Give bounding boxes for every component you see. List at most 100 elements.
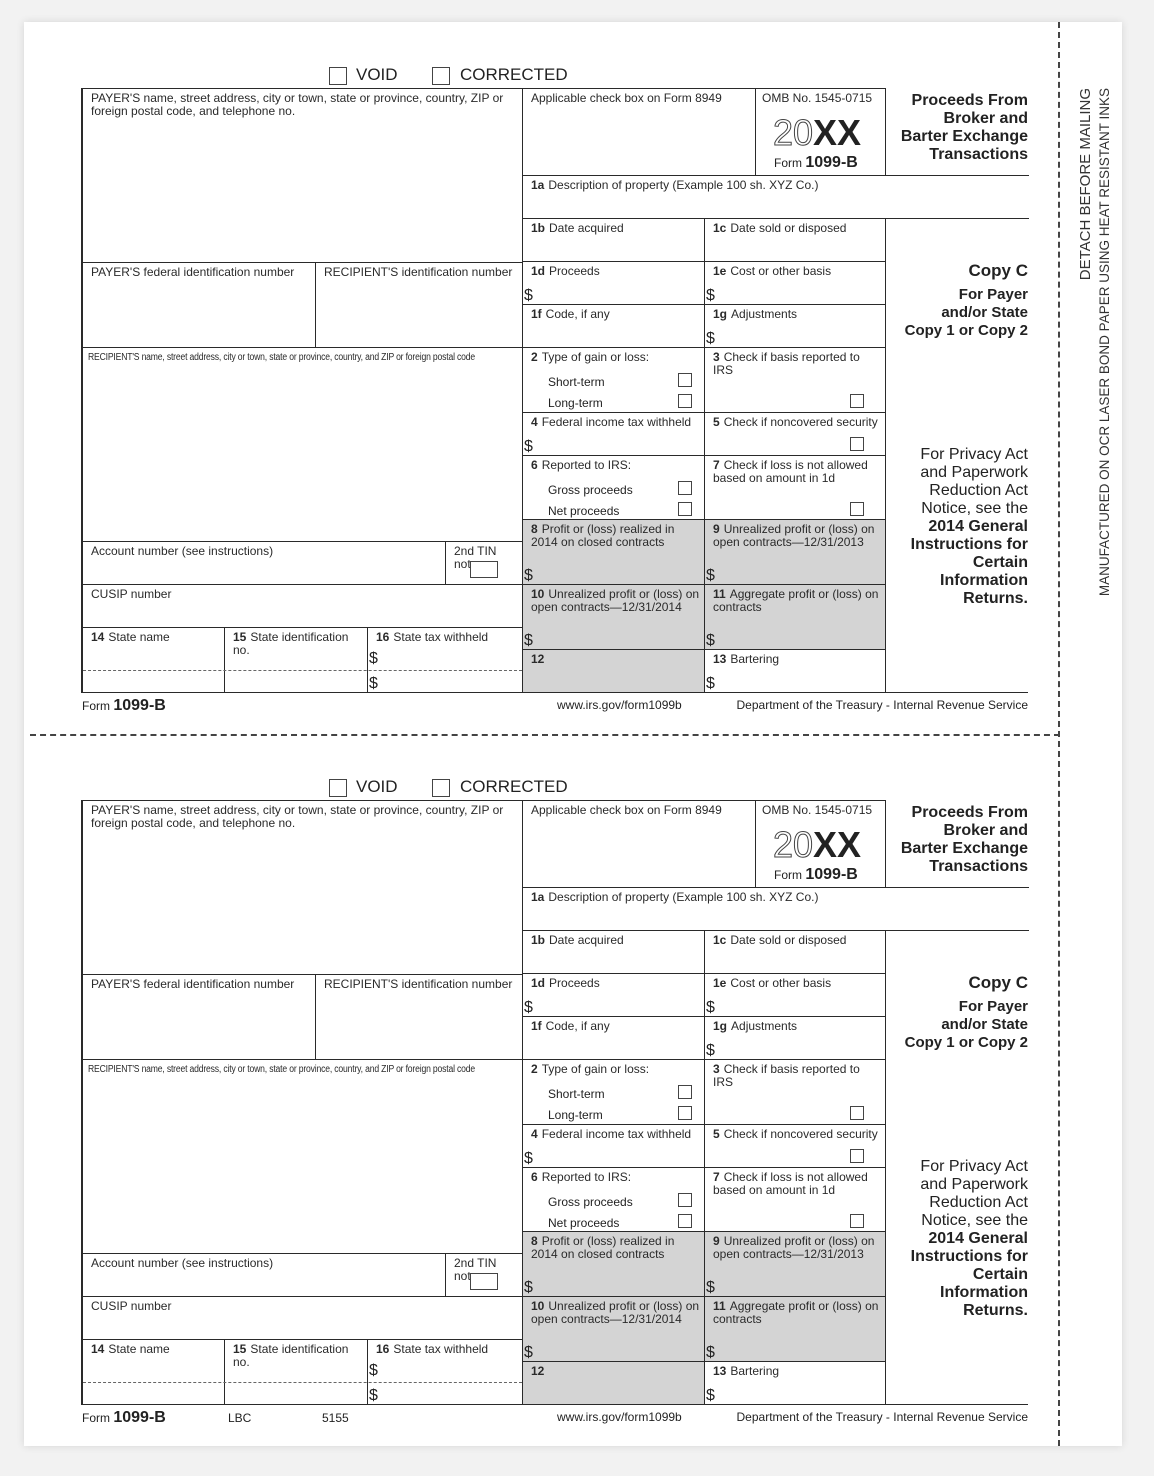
box-10[interactable]: 10 Unrealized profit or (loss) on open co… [522, 1296, 705, 1362]
box-number: 1a [531, 178, 545, 192]
dollar-sign: $ [706, 1387, 715, 1404]
footer-url[interactable]: www.irs.gov/form1099b [557, 698, 682, 712]
box-6[interactable]: 6 Reported to IRS: Gross proceeds Net proce… [522, 455, 705, 520]
corrected-checkbox[interactable] [432, 779, 450, 797]
state-name-box[interactable]: 14 State name [82, 627, 225, 693]
box-2[interactable]: 2 Type of gain or loss: Short-term Long-ter… [522, 347, 705, 413]
bottom-rule [885, 692, 1028, 693]
box-number: 1a [531, 890, 545, 904]
box-label: 14 State name [91, 631, 221, 644]
account-number-box[interactable]: Account number (see instructions) [82, 1253, 446, 1297]
cusip-box[interactable]: CUSIP number [82, 1296, 523, 1340]
tax-year: 20XX [772, 824, 862, 865]
box-label-text: Bartering [730, 1364, 780, 1378]
payer-name-box[interactable]: PAYER'S name, street address, city or to… [82, 800, 523, 975]
privacy-notice: For Privacy Act and Paperwork Reduction Ac… [911, 446, 1028, 608]
box-number: 2 [531, 1062, 538, 1076]
form-title: Proceeds From Broker and Barter Exchange Tr… [901, 92, 1028, 164]
second-tin-box[interactable]: 2nd TIN not. [445, 541, 523, 585]
box-number: 1g [713, 1019, 728, 1033]
box-1f[interactable]: 1f Code, if any [522, 1016, 705, 1060]
long-term-checkbox[interactable] [678, 394, 692, 408]
box-2[interactable]: 2 Type of gain or loss: Short-term Long-ter… [522, 1059, 705, 1125]
box-13[interactable]: 13 Bartering $ [704, 1361, 886, 1405]
box-number: 1f [531, 307, 542, 321]
year-suffix: XX [813, 824, 862, 865]
footer-vendor-code: LBC [228, 1411, 252, 1425]
box-number: 16 [376, 630, 390, 644]
box-8[interactable]: 8 Profit or (loss) realized in 2014 on cl… [522, 1231, 705, 1297]
box-7[interactable]: 7 Check if loss is not allowed based on a… [704, 1167, 886, 1232]
box-number: 7 [713, 458, 720, 472]
box-1b[interactable]: 1b Date acquired [522, 930, 705, 974]
corrected-checkbox[interactable] [432, 67, 450, 85]
void-checkbox[interactable] [329, 67, 347, 85]
tax-year: 20XX [772, 114, 861, 151]
gross-proceeds-checkbox[interactable] [678, 1193, 692, 1207]
box-label: 14 State name [91, 1343, 221, 1356]
box-label: 4 Federal income tax withheld [531, 1128, 701, 1141]
noncovered-security-checkbox[interactable] [850, 437, 864, 451]
noncovered-security-checkbox[interactable] [850, 1149, 864, 1163]
box-label-text: Proceeds [549, 264, 600, 278]
void-checkbox[interactable] [329, 779, 347, 797]
box-5[interactable]: 5 Check if noncovered security [704, 1124, 886, 1168]
short-term-checkbox[interactable] [678, 1085, 692, 1099]
box-11[interactable]: 11 Aggregate profit or (loss) on contract… [704, 584, 886, 650]
box-4[interactable]: 4 Federal income tax withheld $ [522, 1124, 705, 1168]
box-label: 1b Date acquired [531, 934, 701, 947]
second-tin-box[interactable]: 2nd TIN not. [445, 1253, 523, 1297]
long-term-checkbox[interactable] [678, 1106, 692, 1120]
net-proceeds-checkbox[interactable] [678, 1214, 692, 1228]
box-number: 1d [531, 976, 546, 990]
footer-url[interactable]: www.irs.gov/form1099b [557, 1410, 682, 1424]
box-6[interactable]: 6 Reported to IRS: Gross proceeds Net proce… [522, 1167, 705, 1232]
net-proceeds-checkbox[interactable] [678, 502, 692, 516]
box-1a[interactable]: 1a Description of property (Example 100 s… [522, 887, 1029, 931]
box-11[interactable]: 11 Aggregate profit or (loss) on contract… [704, 1296, 886, 1362]
box-9[interactable]: 9 Unrealized profit or (loss) on open con… [704, 1231, 886, 1297]
box-label: 9 Unrealized profit or (loss) on open con… [713, 1235, 882, 1261]
basis-reported-checkbox[interactable] [850, 394, 864, 408]
box-1e[interactable]: 1e Cost or other basis $ [704, 973, 886, 1017]
box-number: 13 [713, 652, 727, 666]
box-label: 1b Date acquired [531, 222, 701, 235]
box-1g[interactable]: 1g Adjustments $ [704, 1016, 886, 1060]
state-name-box[interactable]: 14 State name [82, 1339, 225, 1405]
gross-proceeds-checkbox[interactable] [678, 481, 692, 495]
recipient-name-box[interactable]: RECIPIENT'S name, street address, city o… [82, 1059, 523, 1254]
payer-tin-box[interactable]: PAYER'S federal identification number [82, 974, 316, 1060]
dollar-sign: $ [524, 1279, 533, 1296]
form-title-line: Barter Exchange [900, 840, 1028, 857]
box-9[interactable]: 9 Unrealized profit or (loss) on open con… [704, 519, 886, 585]
footer-department: Department of the Treasury - Internal Re… [736, 698, 1028, 712]
box-1d[interactable]: 1d Proceeds $ [522, 973, 705, 1017]
box-8[interactable]: 8 Profit or (loss) realized in 2014 on cl… [522, 519, 705, 585]
box-3[interactable]: 3 Check if basis reported to IRS [704, 1059, 886, 1125]
recipient-tin-box[interactable]: RECIPIENT'S identification number [315, 974, 523, 1060]
box-label: PAYER'S federal identification number [91, 977, 295, 991]
box-label: 1a Description of property (Example 100 s… [531, 179, 1026, 192]
omb-box[interactable]: OMB No. 1545-0715 20XX Form 1099-B [755, 800, 886, 888]
second-tin-checkbox[interactable] [470, 561, 498, 578]
box-label-text: State identification no. [233, 630, 349, 657]
box-label-text: Description of property (Example 100 sh.… [548, 178, 819, 192]
second-tin-checkbox[interactable] [470, 1273, 498, 1290]
box-label: 12 [531, 1365, 701, 1378]
basis-reported-checkbox[interactable] [850, 1106, 864, 1120]
state-tax-box[interactable]: 16 State tax withheld $ $ [367, 1339, 523, 1405]
box-label-text: Profit or (loss) realized in 2014 on clo… [531, 522, 675, 549]
box-13[interactable]: 13 Bartering $ [704, 649, 886, 693]
box-1c[interactable]: 1c Date sold or disposed [704, 930, 886, 974]
state-id-box[interactable]: 15 State identification no. [224, 627, 368, 693]
box-label-text: Unrealized profit or (loss) on open cont… [713, 1234, 875, 1261]
loss-not-allowed-checkbox[interactable] [850, 502, 864, 516]
state-id-box[interactable]: 15 State identification no. [224, 1339, 368, 1405]
short-term-checkbox[interactable] [678, 373, 692, 387]
box-12[interactable]: 12 [522, 1361, 705, 1405]
omb-box[interactable]: OMB No. 1545-0715 20XX Form 1099-B [755, 88, 886, 176]
applicable-checkbox-box[interactable]: Applicable check box on Form 8949 [522, 800, 756, 888]
loss-not-allowed-checkbox[interactable] [850, 1214, 864, 1228]
box-label: 1c Date sold or disposed [713, 222, 882, 235]
copy-designation: Copy C [968, 973, 1029, 992]
